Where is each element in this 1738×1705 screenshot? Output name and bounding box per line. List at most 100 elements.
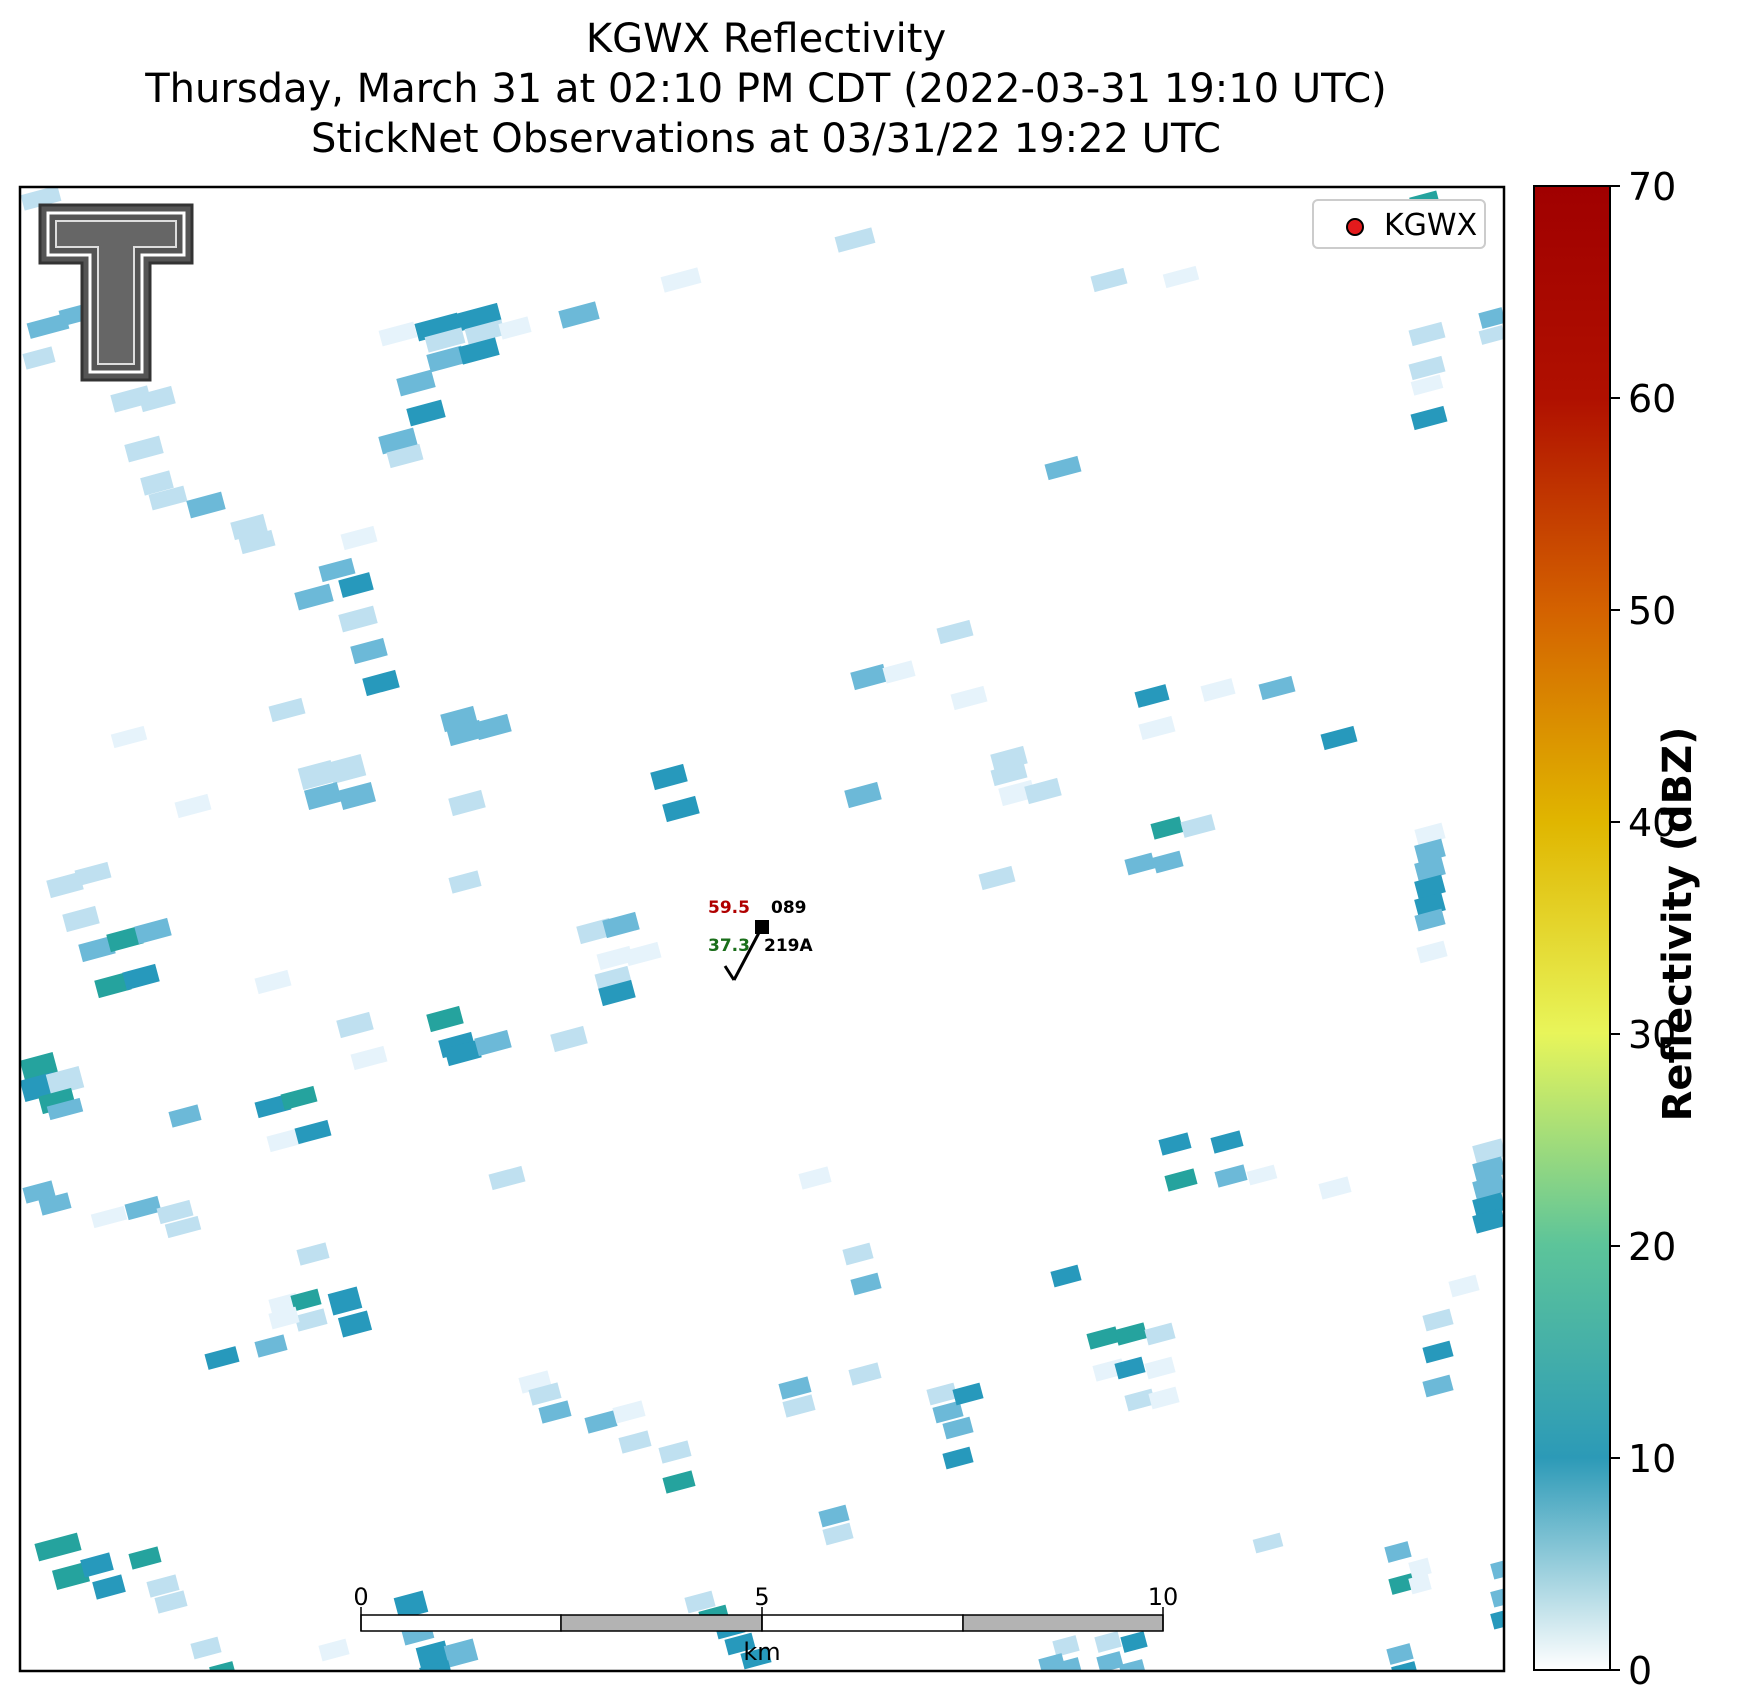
- reflectivity-gate: [942, 1416, 974, 1440]
- reflectivity-gate: [327, 1286, 363, 1316]
- reflectivity-gate: [110, 725, 148, 749]
- colorbar-tick-label: 0: [1628, 1649, 1652, 1693]
- reflectivity-gate: [297, 759, 337, 791]
- reflectivity-gate: [952, 1382, 984, 1406]
- reflectivity-gate: [1422, 1308, 1454, 1332]
- reflectivity-gate: [1252, 1532, 1284, 1554]
- reflectivity-gate: [138, 385, 176, 413]
- reflectivity-gate: [337, 781, 377, 811]
- reflectivity-gate: [848, 1362, 882, 1386]
- reflectivity-gate: [1472, 1156, 1504, 1182]
- reflectivity-gate: [337, 1310, 373, 1338]
- reflectivity-gate: [624, 941, 662, 967]
- reflectivity-gate: [1386, 1643, 1414, 1665]
- reflectivity-gate: [1318, 1176, 1352, 1200]
- reflectivity-gate: [350, 1045, 388, 1071]
- reflectivity-gate: [990, 761, 1028, 787]
- reflectivity-gate: [426, 345, 466, 373]
- reflectivity-gate: [378, 321, 418, 347]
- reflectivity-gate: [294, 1308, 328, 1332]
- radar-site-marker-icon: [1346, 218, 1364, 236]
- map-title: KGWX Reflectivity: [585, 16, 947, 62]
- reflectivity-gate: [268, 697, 306, 723]
- reflectivity-gate: [124, 435, 164, 463]
- reflectivity-layer: [20, 187, 1504, 1671]
- colorbar-tick-label: 60: [1628, 377, 1676, 421]
- reflectivity-gate: [156, 1199, 194, 1225]
- scale-tick-10: 10: [1148, 1583, 1179, 1611]
- scale-tick-0: 0: [353, 1583, 368, 1611]
- reflectivity-gate: [778, 1376, 812, 1400]
- reflectivity-gate: [842, 1242, 874, 1266]
- colorbar: 0 10 20 30 40 50 60 70: [1533, 165, 1676, 1693]
- reflectivity-gate: [1124, 852, 1156, 876]
- reflectivity-gate: [1144, 1356, 1176, 1380]
- reflectivity-gate: [850, 663, 888, 691]
- reflectivity-gate: [294, 1119, 332, 1145]
- reflectivity-gate: [134, 917, 172, 945]
- reflectivity-gate: [338, 572, 374, 598]
- reflectivity-gate: [1414, 838, 1446, 864]
- reflectivity-gate: [268, 1306, 300, 1330]
- scale-bar: 0 5 10 km: [353, 1583, 1178, 1666]
- reflectivity-gate: [598, 979, 636, 1007]
- reflectivity-gate: [488, 1165, 526, 1191]
- reflectivity-gate: [538, 1400, 572, 1424]
- station-temperature: 59.5: [708, 898, 750, 918]
- reflectivity-gate: [612, 1400, 646, 1424]
- reflectivity-gate: [94, 971, 132, 999]
- reflectivity-gate: [1090, 267, 1128, 293]
- reflectivity-gate: [662, 795, 700, 823]
- reflectivity-gate: [1472, 1208, 1504, 1234]
- reflectivity-gate: [1054, 1657, 1082, 1671]
- reflectivity-gate: [942, 1446, 974, 1470]
- reflectivity-gate: [443, 1638, 479, 1668]
- reflectivity-gate: [106, 925, 144, 953]
- reflectivity-gate: [1391, 1661, 1417, 1671]
- reflectivity-gate: [594, 965, 632, 991]
- reflectivity-gate: [406, 399, 446, 427]
- reflectivity-gate: [850, 1272, 882, 1296]
- reflectivity-gate: [782, 1394, 816, 1418]
- reflectivity-gate: [1162, 265, 1200, 289]
- reflectivity-gate: [822, 1522, 854, 1546]
- reflectivity-gate: [146, 1574, 180, 1598]
- reflectivity-gate: [558, 301, 600, 329]
- reflectivity-gate: [294, 583, 334, 611]
- reflectivity-gate: [1086, 1326, 1120, 1350]
- reflectivity-gate: [1478, 325, 1504, 345]
- reflectivity-gate: [148, 485, 188, 511]
- reflectivity-gate: [92, 1574, 126, 1600]
- reflectivity-gate: [414, 312, 462, 342]
- reflectivity-gate: [362, 669, 400, 697]
- reflectivity-gate: [740, 1646, 772, 1670]
- reflectivity-gate: [424, 327, 466, 353]
- reflectivity-gate: [46, 871, 84, 899]
- sticknet-station: 59.5 089 37.3 219A: [708, 898, 813, 981]
- reflectivity-gate: [798, 1166, 832, 1190]
- reflectivity-gate: [34, 1532, 82, 1562]
- reflectivity-gate: [448, 870, 482, 894]
- reflectivity-gate: [1152, 850, 1184, 874]
- reflectivity-gate: [1246, 1164, 1278, 1186]
- reflectivity-gate: [140, 470, 174, 496]
- reflectivity-gate: [1148, 1386, 1180, 1410]
- reflectivity-gate: [290, 1288, 322, 1312]
- reflectivity-gate: [124, 1195, 162, 1221]
- reflectivity-gate: [1150, 816, 1184, 840]
- colorbar-ticks: 0 10 20 30 40 50 60 70: [1610, 165, 1676, 1693]
- reflectivity-gate: [1210, 1130, 1244, 1154]
- reflectivity-gate: [444, 1039, 482, 1067]
- colorbar-gradient: [1533, 185, 1611, 1671]
- reflectivity-gate: [303, 781, 343, 811]
- reflectivity-gate: [1320, 725, 1358, 751]
- reflectivity-gate: [128, 1546, 162, 1570]
- reflectivity-gate: [456, 302, 502, 332]
- reflectivity-gate: [1472, 1174, 1504, 1200]
- reflectivity-gate: [1144, 1322, 1176, 1346]
- scale-unit: km: [743, 1638, 780, 1666]
- reflectivity-gate: [1414, 908, 1446, 932]
- reflectivity-gate: [45, 1065, 85, 1097]
- reflectivity-gate: [318, 557, 356, 583]
- reflectivity-gate: [1414, 856, 1446, 882]
